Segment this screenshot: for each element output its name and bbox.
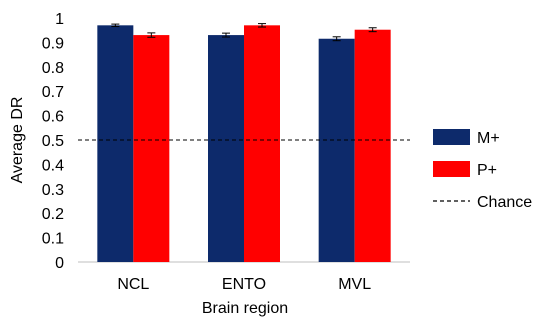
- legend-item-m-plus: M+: [433, 129, 500, 147]
- y-axis-label: Average DR: [9, 97, 26, 184]
- y-tick-label: 0.9: [42, 35, 64, 52]
- legend-label: P+: [477, 162, 497, 179]
- y-tick-label: 0.1: [42, 231, 64, 248]
- x-axis-label: Brain region: [202, 300, 288, 317]
- bar-m-mvl: [318, 38, 355, 262]
- x-tick-label: MVL: [338, 276, 371, 293]
- y-tick-label: 0: [55, 255, 64, 272]
- legend-label: M+: [477, 130, 500, 147]
- y-tick-label: 0.8: [42, 60, 64, 77]
- legend-label: Chance: [477, 194, 532, 211]
- y-tick-label: 0.7: [42, 84, 64, 101]
- y-tick-label: 1: [55, 11, 64, 28]
- y-tick-label: 0.2: [42, 206, 64, 223]
- y-tick-label: 0.5: [42, 133, 64, 150]
- legend-item-chance: Chance: [433, 194, 532, 211]
- y-tick-label: 0.6: [42, 109, 64, 126]
- x-tick-label: ENTO: [222, 276, 266, 293]
- bar-m-ncl: [97, 25, 134, 262]
- legend-swatch: [433, 161, 470, 177]
- legend-item-p-plus: P+: [433, 161, 497, 179]
- y-tick-label: 0.3: [42, 182, 64, 199]
- x-tick-label: NCL: [117, 276, 149, 293]
- bar-m-ento: [208, 35, 244, 262]
- legend-swatch: [433, 129, 470, 145]
- bar-p-ento: [244, 25, 280, 262]
- legend: M+ P+ Chance: [433, 129, 532, 211]
- bar-p-ncl: [133, 35, 170, 262]
- bar-p-mvl: [354, 29, 391, 262]
- plot-area: 0 0.1 0.2 0.3 0.4 0.5 0.6 0.7 0.8 0.9 1 NCL ENTO MVL: [42, 11, 410, 293]
- y-tick-label: 0.4: [42, 157, 64, 174]
